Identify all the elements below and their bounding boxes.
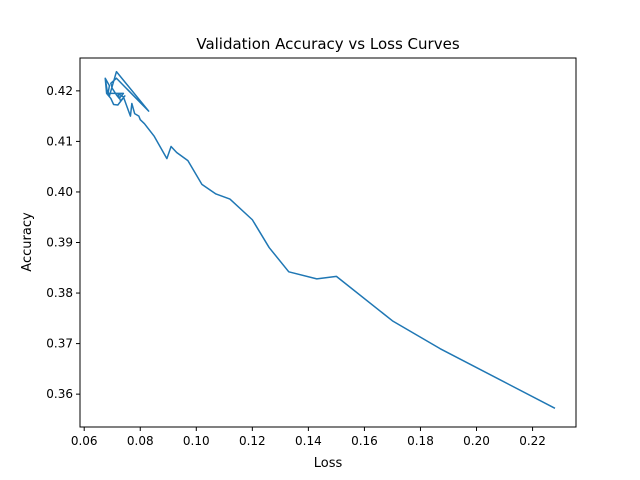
y-tick-label: 0.38 <box>46 286 73 300</box>
x-tick-label: 0.14 <box>295 434 322 448</box>
x-tick-label: 0.08 <box>127 434 154 448</box>
y-tick-label: 0.41 <box>46 134 73 148</box>
chart-title: Validation Accuracy vs Loss Curves <box>196 35 459 53</box>
y-tick-label: 0.42 <box>46 84 73 98</box>
x-tick-label: 0.20 <box>463 434 490 448</box>
y-tick-label: 0.39 <box>46 236 73 250</box>
y-axis: 0.36 0.37 0.38 0.39 0.40 0.41 0.42 <box>46 84 80 401</box>
y-tick-label: 0.37 <box>46 337 73 351</box>
x-tick-label: 0.22 <box>519 434 546 448</box>
y-axis-label: Accuracy <box>20 212 35 272</box>
x-axis-label: Loss <box>314 456 343 471</box>
y-tick-label: 0.40 <box>46 185 73 199</box>
x-tick-label: 0.18 <box>407 434 434 448</box>
x-tick-label: 0.06 <box>71 434 98 448</box>
x-tick-label: 0.16 <box>351 434 378 448</box>
series-layer <box>104 70 556 409</box>
x-axis: 0.06 0.08 0.10 0.12 0.14 0.16 0.18 0.20 0.22 <box>71 427 546 448</box>
x-tick-label: 0.12 <box>239 434 266 448</box>
x-tick-label: 0.10 <box>183 434 210 448</box>
y-tick-label: 0.36 <box>46 387 73 401</box>
series-line <box>104 70 556 409</box>
